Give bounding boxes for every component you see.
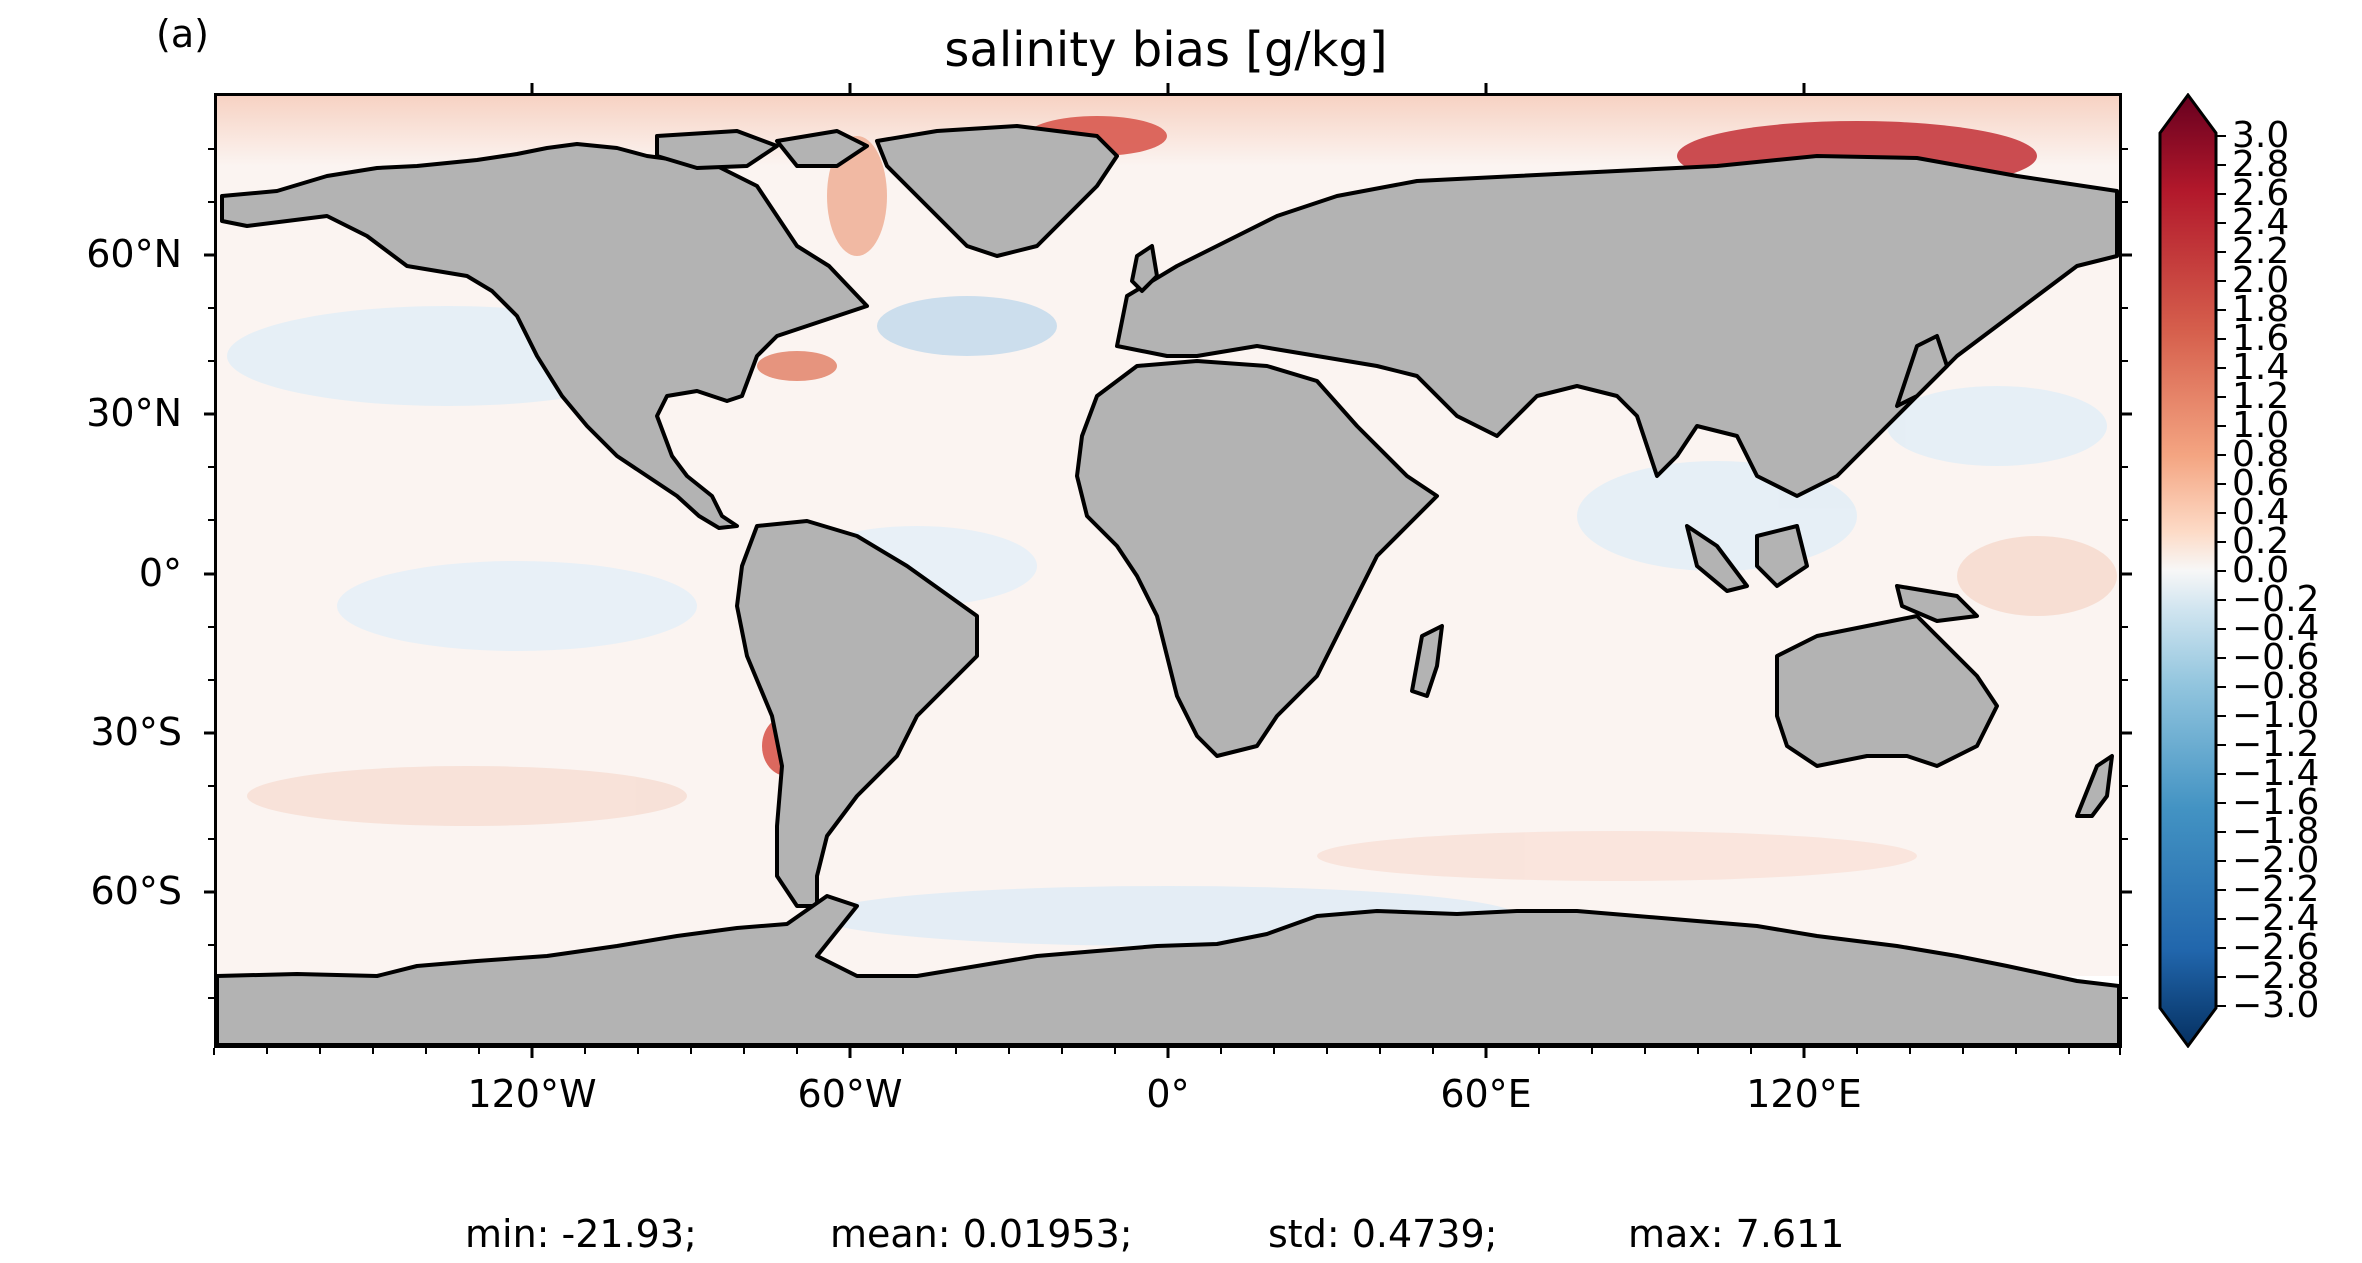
colorbar-tick-label: 2.0	[2232, 260, 2290, 301]
sumatra	[1685, 524, 1749, 593]
colorbar-ticks	[2216, 135, 2226, 1007]
colorbar-tick-label: −1.2	[2232, 724, 2320, 765]
antarctica	[217, 894, 2119, 1045]
y-tick-label: 60°N	[86, 232, 182, 276]
land-masses	[217, 124, 2119, 1045]
stat-std: std: 0.4739;	[1268, 1212, 1498, 1256]
y-tick-label: 30°N	[86, 391, 182, 435]
x-tick-label: 60°W	[797, 1072, 903, 1116]
stat-max: max: 7.611	[1628, 1212, 1845, 1256]
colorbar-tick-label: 1.4	[2232, 347, 2290, 388]
colorbar-tick-label: −0.2	[2232, 579, 2320, 620]
colorbar	[2158, 93, 2218, 1048]
colorbar-tick-label: −0.8	[2232, 666, 2320, 707]
colorbar-tick-label: 2.2	[2232, 231, 2290, 272]
x-tick-label: 60°E	[1440, 1072, 1532, 1116]
colorbar-tick-label: 2.6	[2232, 173, 2290, 214]
colorbar-tick-label: −1.0	[2232, 695, 2320, 736]
y-tick-label: 0°	[138, 551, 182, 595]
borneo	[1755, 524, 1809, 588]
map-plot-area	[214, 93, 2122, 1048]
colorbar-tick-label: −2.4	[2232, 898, 2320, 939]
colorbar-tick-label: −2.2	[2232, 869, 2320, 910]
stat-min: min: -21.93;	[465, 1212, 697, 1256]
y-tick-label: 60°S	[90, 869, 182, 913]
colorbar-tick-label: 0.4	[2232, 492, 2290, 533]
colorbar-tick-label: −0.6	[2232, 637, 2320, 678]
colorbar-tick-label: −1.4	[2232, 753, 2320, 794]
colorbar-tick-label: 2.8	[2232, 144, 2290, 185]
british-isles	[1130, 244, 1159, 293]
madagascar	[1410, 624, 1444, 698]
greenland	[875, 124, 1119, 258]
colorbar-tick-label: −1.8	[2232, 811, 2320, 852]
y-tick-label: 30°S	[90, 710, 182, 754]
x-tick-label: 0°	[1146, 1072, 1190, 1116]
colorbar-tick-label: 1.2	[2232, 376, 2290, 417]
world-map	[217, 96, 2119, 1045]
colorbar-tick-label: −2.6	[2232, 927, 2320, 968]
colorbar-tick-label: 1.8	[2232, 289, 2290, 330]
new-guinea	[1895, 584, 1979, 623]
stat-mean: mean: 0.01953;	[830, 1212, 1133, 1256]
colorbar-tick-label: 2.4	[2232, 202, 2290, 243]
map-title-text: salinity bias [g/kg]	[944, 22, 1388, 78]
africa	[1075, 359, 1439, 758]
colorbar-tick-label: −2.0	[2232, 840, 2320, 881]
panel-label: (a)	[156, 12, 209, 56]
colorbar-tick-label: −1.6	[2232, 782, 2320, 823]
x-tick-label: 120°E	[1746, 1072, 1862, 1116]
japan	[1895, 334, 1949, 408]
colorbar-tick-label: 0.2	[2232, 521, 2290, 562]
colorbar-tick-label: 3.0	[2232, 115, 2290, 156]
south-america	[735, 519, 979, 908]
map-title: salinity bias [g/kg]	[0, 22, 2362, 78]
eurasia	[1115, 154, 2119, 498]
colorbar-tick-label: −2.8	[2232, 956, 2320, 997]
north-america	[220, 142, 869, 530]
colorbar-tick-label: 0.6	[2232, 463, 2290, 504]
australia	[1775, 614, 1999, 768]
new-zealand	[2075, 754, 2114, 818]
colorbar-tick-label: 0.8	[2232, 434, 2290, 475]
colorbar-tick-label: 0.0	[2232, 550, 2290, 591]
colorbar-body	[2158, 93, 2218, 1048]
x-tick-label: 120°W	[467, 1072, 597, 1116]
colorbar-tick-label: −0.4	[2232, 608, 2320, 649]
ellesmere-island	[775, 129, 869, 168]
colorbar-tick-label: 1.6	[2232, 318, 2290, 359]
arctic-islands	[655, 129, 779, 170]
colorbar-tick-label: 1.0	[2232, 405, 2290, 446]
colorbar-tick-label: −3.0	[2232, 985, 2320, 1026]
